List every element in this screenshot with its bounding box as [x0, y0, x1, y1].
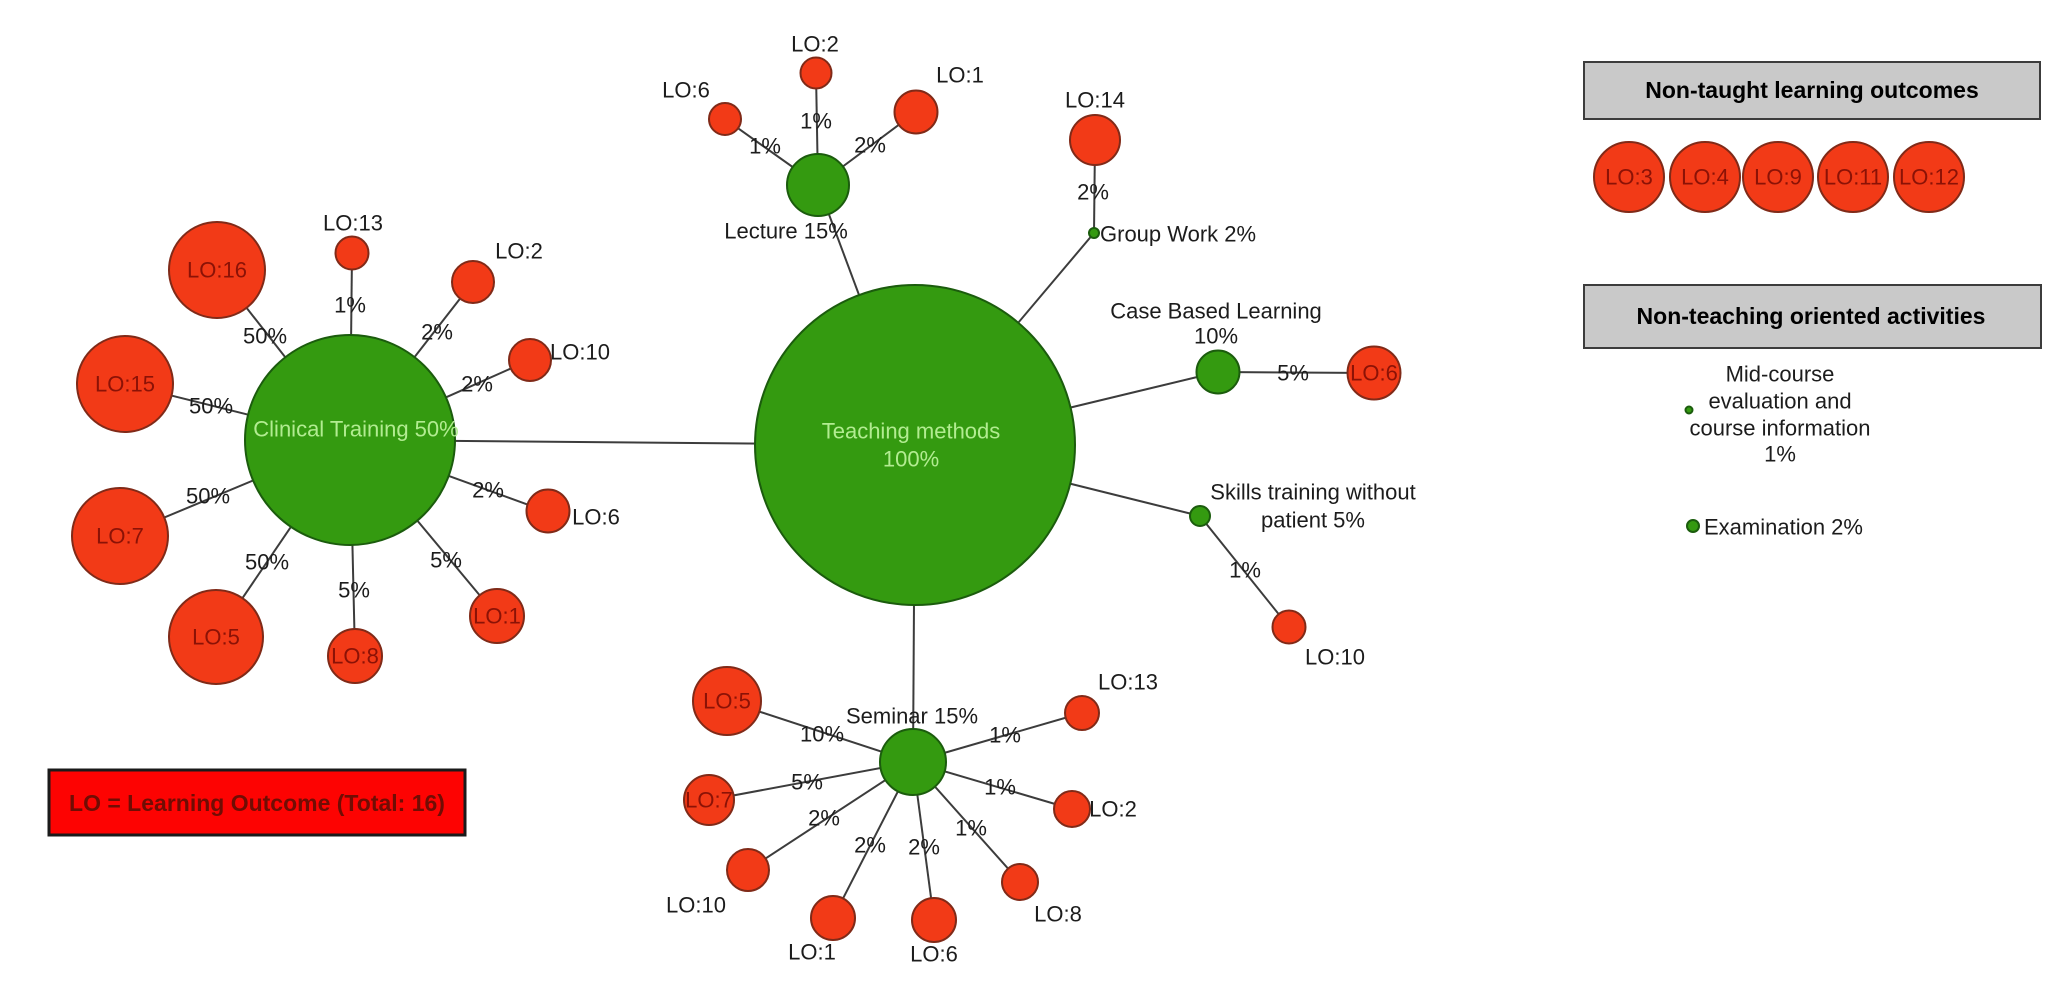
svg-text:Non-taught learning outcomes: Non-taught learning outcomes	[1645, 77, 1979, 103]
svg-text:10%: 10%	[800, 722, 844, 747]
svg-text:Seminar 15%: Seminar 15%	[846, 704, 978, 729]
svg-text:50%: 50%	[243, 324, 287, 349]
svg-text:5%: 5%	[1277, 361, 1309, 386]
svg-text:LO:12: LO:12	[1899, 165, 1959, 190]
svg-text:LO:5: LO:5	[703, 689, 751, 714]
svg-text:10%: 10%	[1194, 324, 1238, 349]
svg-text:LO:6: LO:6	[662, 78, 710, 103]
svg-text:2%: 2%	[808, 806, 840, 831]
svg-text:LO:9: LO:9	[1754, 165, 1802, 190]
svg-text:LO:2: LO:2	[1089, 797, 1137, 822]
svg-text:LO:6: LO:6	[1350, 361, 1398, 386]
svg-text:2%: 2%	[1077, 180, 1109, 205]
svg-text:LO:10: LO:10	[666, 893, 726, 918]
svg-text:LO:4: LO:4	[1681, 165, 1729, 190]
svg-text:2%: 2%	[421, 320, 453, 345]
svg-text:LO:1: LO:1	[473, 604, 521, 629]
svg-text:LO:11: LO:11	[1824, 165, 1882, 190]
svg-text:LO:5: LO:5	[192, 625, 240, 650]
svg-text:LO:2: LO:2	[495, 239, 543, 264]
svg-text:1%: 1%	[955, 816, 987, 841]
svg-text:1%: 1%	[749, 134, 781, 159]
svg-text:Mid-course: Mid-course	[1726, 362, 1835, 387]
svg-text:1%: 1%	[989, 723, 1021, 748]
svg-text:LO:6: LO:6	[572, 505, 620, 530]
svg-text:LO:10: LO:10	[1305, 645, 1365, 670]
svg-text:Skills training without: Skills training without	[1210, 480, 1415, 505]
svg-text:5%: 5%	[430, 548, 462, 573]
svg-text:1%: 1%	[1764, 442, 1796, 467]
svg-text:LO:3: LO:3	[1605, 165, 1653, 190]
svg-text:LO:13: LO:13	[323, 211, 383, 236]
svg-text:2%: 2%	[854, 133, 886, 158]
svg-text:1%: 1%	[334, 293, 366, 318]
svg-text:LO = Learning Outcome (Total:: LO = Learning Outcome (Total: 16)	[69, 790, 445, 816]
svg-text:50%: 50%	[189, 394, 233, 419]
svg-text:Lecture 15%: Lecture 15%	[724, 219, 848, 244]
svg-text:Group Work 2%: Group Work 2%	[1100, 222, 1256, 247]
svg-text:patient 5%: patient 5%	[1261, 508, 1365, 533]
svg-text:5%: 5%	[338, 578, 370, 603]
svg-text:LO:8: LO:8	[1034, 902, 1082, 927]
svg-text:LO:13: LO:13	[1098, 670, 1158, 695]
svg-text:LO:10: LO:10	[550, 340, 610, 365]
svg-text:LO:7: LO:7	[96, 524, 144, 549]
svg-text:50%: 50%	[245, 550, 289, 575]
svg-text:2%: 2%	[472, 478, 504, 503]
svg-text:LO:16: LO:16	[187, 258, 247, 283]
svg-text:LO:1: LO:1	[788, 940, 836, 965]
svg-text:LO:2: LO:2	[791, 32, 839, 57]
svg-text:1%: 1%	[1229, 558, 1261, 583]
svg-text:50%: 50%	[186, 484, 230, 509]
svg-text:LO:8: LO:8	[331, 644, 379, 669]
svg-text:Case Based Learning: Case Based Learning	[1110, 299, 1322, 324]
svg-text:2%: 2%	[854, 833, 886, 858]
svg-text:Non-teaching oriented activiti: Non-teaching oriented activities	[1637, 303, 1986, 329]
svg-text:evaluation and: evaluation and	[1708, 389, 1851, 414]
svg-text:5%: 5%	[791, 770, 823, 795]
svg-text:LO:1: LO:1	[936, 63, 984, 88]
svg-text:Clinical Training 50%: Clinical Training 50%	[253, 417, 458, 442]
svg-text:Teaching methods: Teaching methods	[822, 419, 1001, 444]
svg-text:100%: 100%	[883, 447, 939, 472]
svg-text:1%: 1%	[984, 775, 1016, 800]
svg-text:2%: 2%	[461, 372, 493, 397]
svg-text:LO:6: LO:6	[910, 942, 958, 967]
svg-text:LO:15: LO:15	[95, 372, 155, 397]
svg-text:2%: 2%	[908, 835, 940, 860]
svg-text:LO:7: LO:7	[685, 788, 733, 813]
svg-text:1%: 1%	[800, 109, 832, 134]
svg-text:Examination 2%: Examination 2%	[1704, 515, 1863, 540]
svg-text:course information: course information	[1690, 416, 1871, 441]
svg-text:LO:14: LO:14	[1065, 88, 1125, 113]
